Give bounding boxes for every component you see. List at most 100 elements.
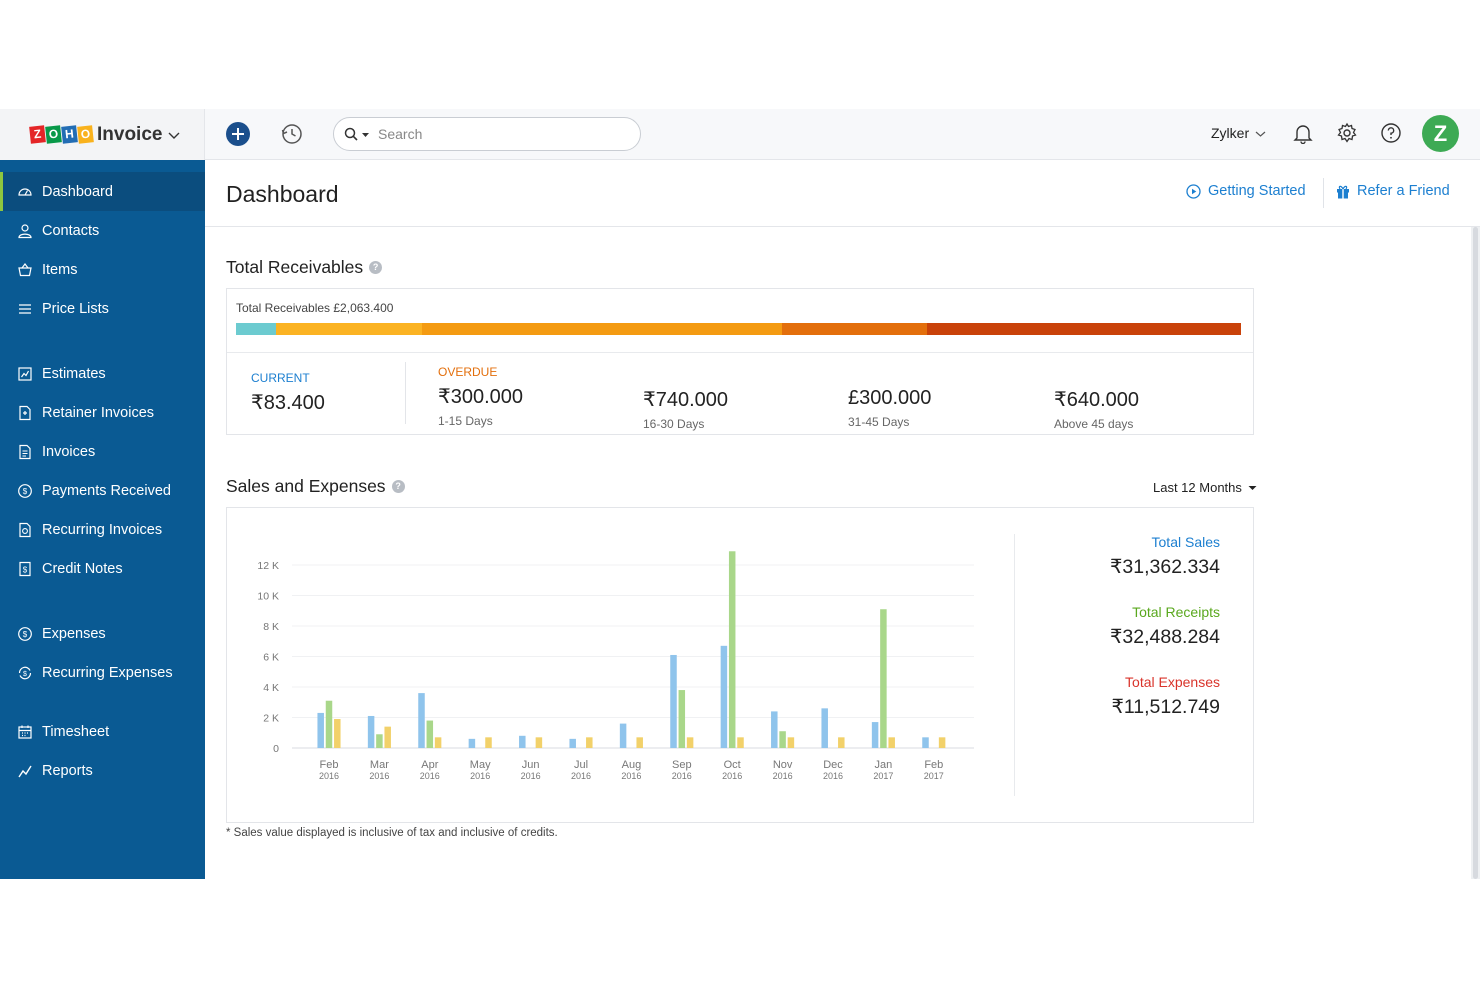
receivables-bar-segment[interactable]	[927, 323, 1241, 335]
receivables-bar-segment[interactable]	[421, 323, 782, 335]
sales-heading: Sales and Expenses ?	[226, 476, 405, 497]
bar-sales[interactable]	[871, 722, 879, 748]
bar-expenses[interactable]	[938, 737, 946, 748]
quick-create-button[interactable]	[226, 122, 250, 146]
avatar[interactable]: Z	[1422, 115, 1459, 152]
bar-expenses[interactable]	[686, 737, 694, 748]
bar-sales[interactable]	[720, 645, 728, 748]
nav-spacer	[0, 692, 205, 712]
sidebar-item-items[interactable]: Items	[0, 250, 205, 289]
sidebar-item-label: Reports	[42, 762, 93, 779]
bar-expenses[interactable]	[838, 737, 845, 748]
receivables-bucket[interactable]: OVERDUE ₹300.000 1-15 Days	[438, 365, 523, 428]
bar-receipts[interactable]	[426, 720, 434, 748]
x-tick-year: 2016	[722, 771, 742, 781]
sidebar-item-price-lists[interactable]: Price Lists	[0, 289, 205, 328]
sidebar-item-contacts[interactable]: Contacts	[0, 211, 205, 250]
bar-sales[interactable]	[418, 693, 425, 748]
search-icon[interactable]	[344, 127, 358, 141]
play-circle-icon	[1186, 183, 1201, 199]
organization-switcher[interactable]: Zylker	[1211, 125, 1266, 141]
bar-sales[interactable]	[821, 708, 828, 748]
total-expenses-amount: ₹11,512.749	[1111, 696, 1220, 718]
sidebar-item-recurring-invoices[interactable]: Recurring Invoices	[0, 510, 205, 549]
bar-receipts[interactable]	[376, 734, 383, 748]
sidebar-item-label: Price Lists	[42, 300, 109, 317]
bar-receipts[interactable]	[880, 609, 887, 748]
bar-sales[interactable]	[922, 737, 929, 748]
receivables-bucket[interactable]: ₹640.000 Above 45 days	[1054, 382, 1139, 431]
x-tick-year: 2017	[873, 771, 893, 781]
bucket-amount: ₹300.000	[438, 386, 524, 408]
bucket-amount: ₹640.000	[1054, 389, 1140, 411]
bar-expenses[interactable]	[485, 737, 492, 748]
receivables-bar-segment[interactable]	[781, 323, 928, 335]
bar-sales[interactable]	[569, 738, 576, 748]
receivables-bar-segment[interactable]	[236, 323, 277, 335]
bar-sales[interactable]	[771, 711, 778, 748]
bar-sales[interactable]	[367, 715, 375, 748]
bar-expenses[interactable]	[535, 737, 543, 748]
bucket-amount: ₹740.000	[643, 389, 729, 411]
bar-expenses[interactable]	[334, 719, 341, 748]
chevron-down-icon	[168, 132, 180, 139]
receivables-current[interactable]: CURRENT ₹83.400	[251, 371, 325, 415]
sidebar-item-dashboard[interactable]: Dashboard	[0, 172, 205, 211]
receivables-bar-segment[interactable]	[276, 323, 422, 335]
app-switcher[interactable]: Z O H O Invoice	[0, 109, 205, 160]
sidebar-item-timesheet[interactable]: Timesheet	[0, 712, 205, 751]
bar-expenses[interactable]	[888, 737, 895, 748]
getting-started-link[interactable]: Getting Started	[1186, 183, 1306, 199]
top-bar: Z O H O Invoice Zylker Z	[0, 109, 1480, 160]
y-tick-label: 2 K	[263, 713, 279, 725]
sidebar-item-payments-received[interactable]: $ Payments Received	[0, 471, 205, 510]
bar-expenses[interactable]	[737, 737, 744, 748]
search-bar[interactable]	[333, 117, 641, 151]
bar-sales[interactable]	[317, 712, 324, 748]
bar-sales[interactable]	[519, 735, 526, 748]
x-tick-month: Aug	[622, 759, 642, 771]
period-dropdown[interactable]: Last 12 Months	[1153, 480, 1257, 495]
calendar-icon	[17, 724, 33, 740]
bar-receipts[interactable]	[678, 690, 686, 748]
bell-icon[interactable]	[1292, 122, 1314, 144]
sidebar-item-invoices[interactable]: Invoices	[0, 432, 205, 471]
caret-down-icon[interactable]	[361, 130, 370, 139]
help-question-icon[interactable]: ?	[391, 480, 405, 493]
sidebar-item-credit-notes[interactable]: $ Credit Notes	[0, 549, 205, 588]
bar-receipts[interactable]	[779, 731, 786, 748]
y-tick-label: 4 K	[263, 682, 279, 694]
bar-receipts[interactable]	[728, 551, 736, 748]
receivables-bucket[interactable]: ₹740.000 16-30 Days	[643, 382, 728, 431]
bar-expenses[interactable]	[636, 737, 643, 748]
receivables-bucket[interactable]: £300.000 31-45 Days	[848, 382, 931, 429]
bar-sales[interactable]	[619, 723, 627, 748]
bar-expenses[interactable]	[787, 737, 795, 748]
bar-sales[interactable]	[670, 654, 677, 748]
bar-expenses[interactable]	[434, 737, 442, 748]
scrollbar-thumb[interactable]	[1473, 227, 1478, 879]
sidebar-item-reports[interactable]: Reports	[0, 751, 205, 790]
sidebar-item-retainer-invoices[interactable]: Retainer Invoices	[0, 393, 205, 432]
sidebar-item-label: Credit Notes	[42, 560, 123, 577]
scrollbar[interactable]	[1471, 227, 1480, 879]
vertical-divider	[405, 362, 406, 424]
gear-icon[interactable]	[1336, 122, 1358, 144]
history-icon[interactable]	[280, 122, 304, 146]
bar-expenses[interactable]	[384, 726, 391, 748]
retainer-icon	[17, 405, 33, 421]
sidebar-item-estimates[interactable]: Estimates	[0, 354, 205, 393]
x-tick-month: Jul	[574, 759, 588, 771]
sidebar-item-expenses[interactable]: $ Expenses	[0, 614, 205, 653]
reports-icon	[17, 763, 33, 779]
sidebar-item-recurring-expenses[interactable]: $ Recurring Expenses	[0, 653, 205, 692]
search-input[interactable]	[378, 126, 618, 142]
bar-expenses[interactable]	[586, 737, 593, 748]
list-icon	[17, 301, 33, 317]
bar-sales[interactable]	[468, 738, 476, 748]
bar-receipts[interactable]	[325, 700, 333, 748]
refer-friend-link[interactable]: Refer a Friend	[1336, 183, 1450, 199]
help-question-icon[interactable]: ?	[369, 261, 383, 274]
help-icon[interactable]	[1380, 122, 1402, 144]
x-tick-month: Dec	[823, 759, 843, 771]
